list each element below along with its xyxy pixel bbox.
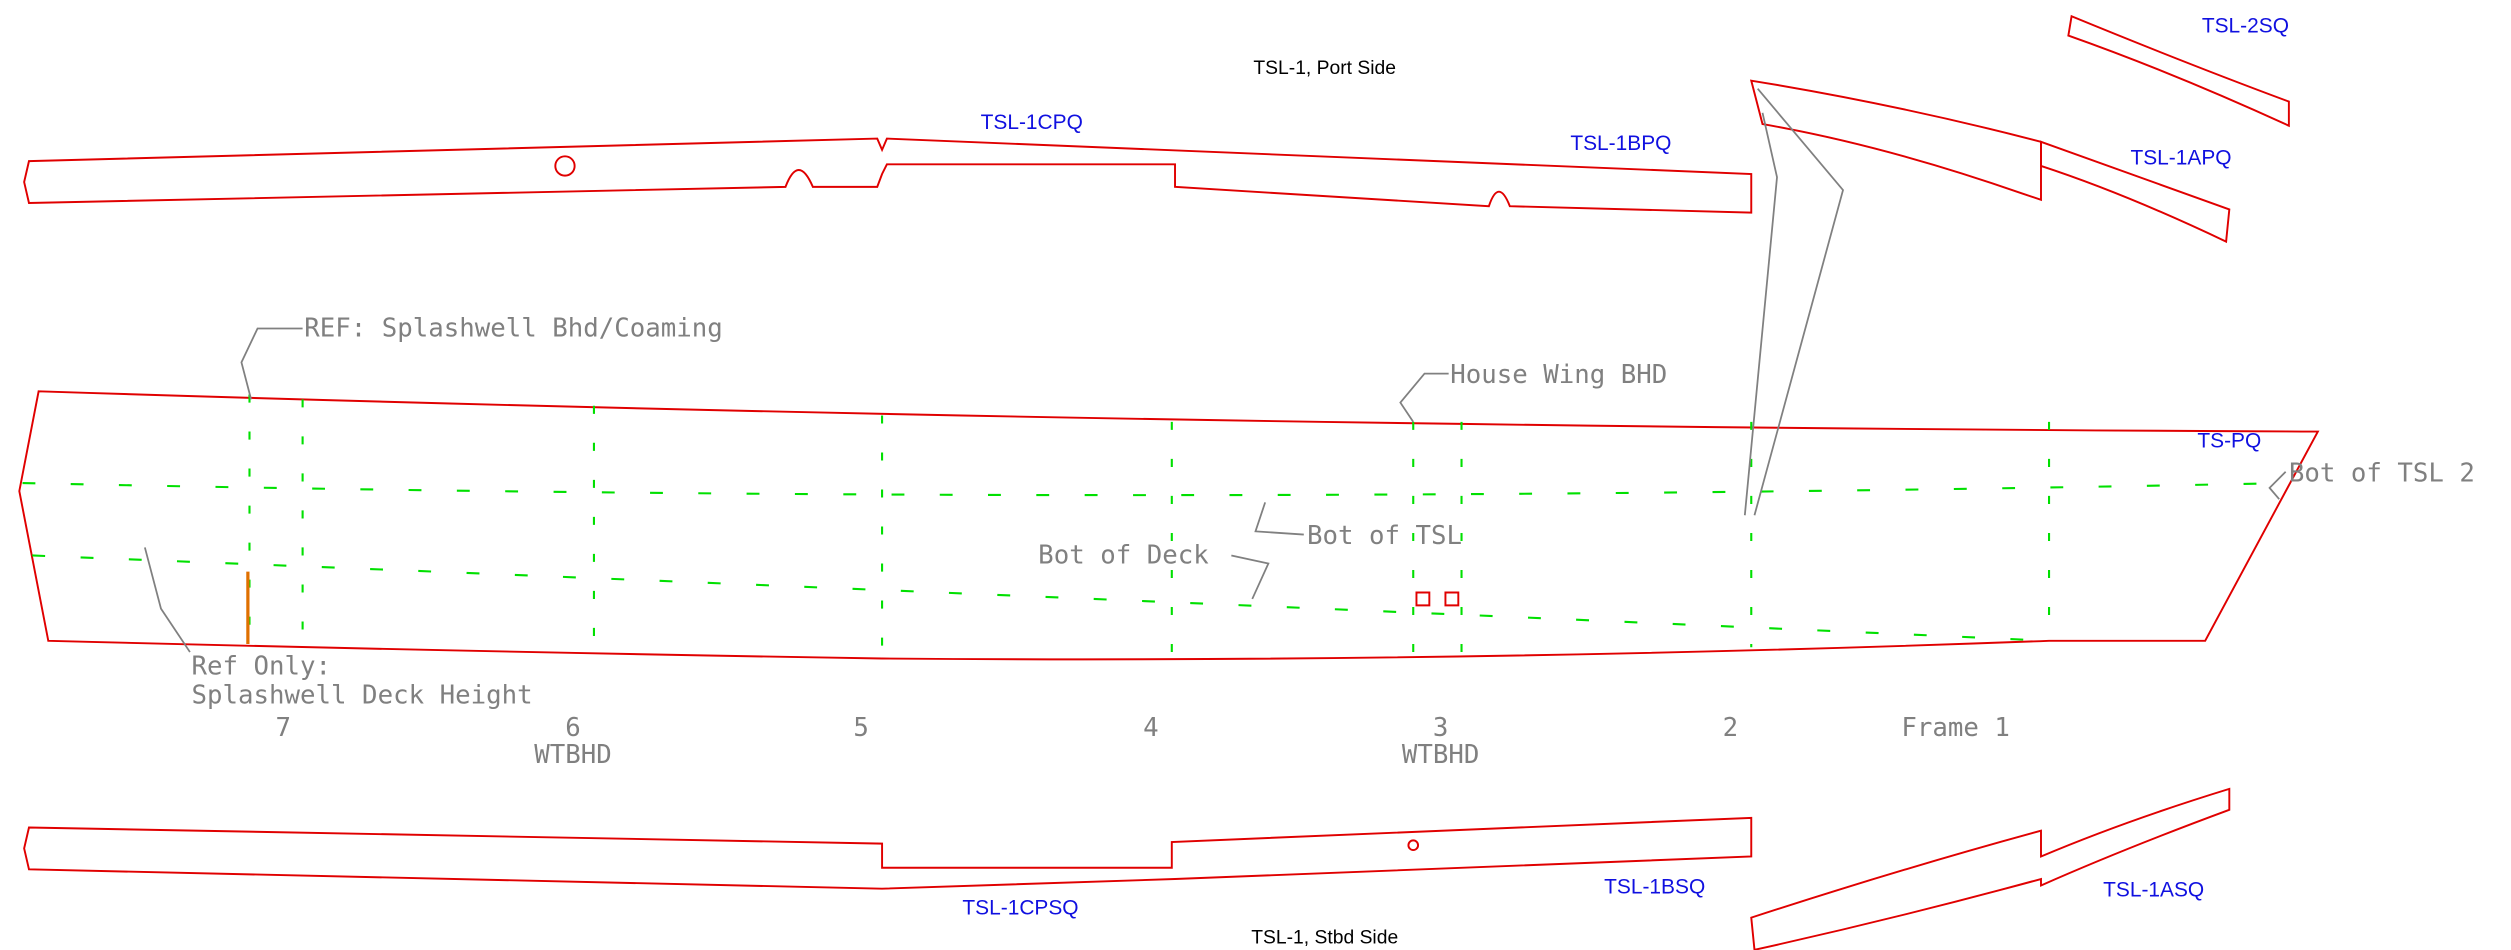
port-pieces [23,14,2290,244]
piece-tsl-1apq [2040,140,2231,244]
profile [18,390,2320,661]
leader [144,547,191,653]
annotation: House Wing BHD [1450,360,1667,390]
annotation: Bot of TSL [1307,521,1462,551]
profile-outline [18,390,2320,661]
frame-note: WTBHD [534,740,612,770]
annotation: Bot of Deck [1038,541,1209,571]
leader [1231,554,1270,600]
part-label: TSL-1BSQ [1604,876,1705,899]
piece-port-aft [23,137,1753,214]
annotation: Bot of TSL 2 [2289,458,2475,488]
dash-line [22,482,2286,497]
annotation: REF: Splashwell Bhd/Coaming [304,314,723,344]
part-label: TSL-1BPQ [1570,132,1671,155]
part-label: TS-PQ [2197,430,2261,453]
hole [554,155,576,177]
frame-label: 3 [1433,713,1449,743]
frame-label: 6 [565,713,581,743]
annotation: Splashwell Deck Height [192,681,533,711]
frame-label: Frame 1 [1901,713,2010,743]
hole [1407,839,1420,852]
leader [1399,372,1449,423]
frame-lines [248,394,2051,661]
cutouts [1415,591,1460,607]
stbd-pieces [23,787,2231,950]
title: TSL-1, Port Side [1253,58,1396,79]
frame-label: 2 [1723,713,1739,743]
frame-label: 5 [853,713,869,743]
part-label: TSL-1CPSQ [962,896,1078,919]
part-label: TSL-1ASQ [2103,879,2204,902]
annotation: Ref Only: [192,652,332,682]
frame-label: 4 [1143,713,1159,743]
leader [1743,88,1844,516]
part-label: TSL-2SQ [2202,14,2289,37]
title: TSL-1, Stbd Side [1251,927,1398,948]
piece-tsl-2sq [2067,14,2290,128]
part-label: TSL-1APQ [2130,146,2231,169]
piece-tsl-1apq-a [1749,79,2042,202]
frame-note: WTBHD [1402,740,1480,770]
leader [2268,471,2287,500]
frame-label: 7 [276,713,292,743]
part-label: TSL-1CPQ [981,111,1083,134]
leaders [144,88,2287,653]
leader [240,327,303,400]
leader [1254,502,1304,536]
piece-tsl-1asq [1750,787,2231,950]
piece-stbd [23,816,1753,890]
